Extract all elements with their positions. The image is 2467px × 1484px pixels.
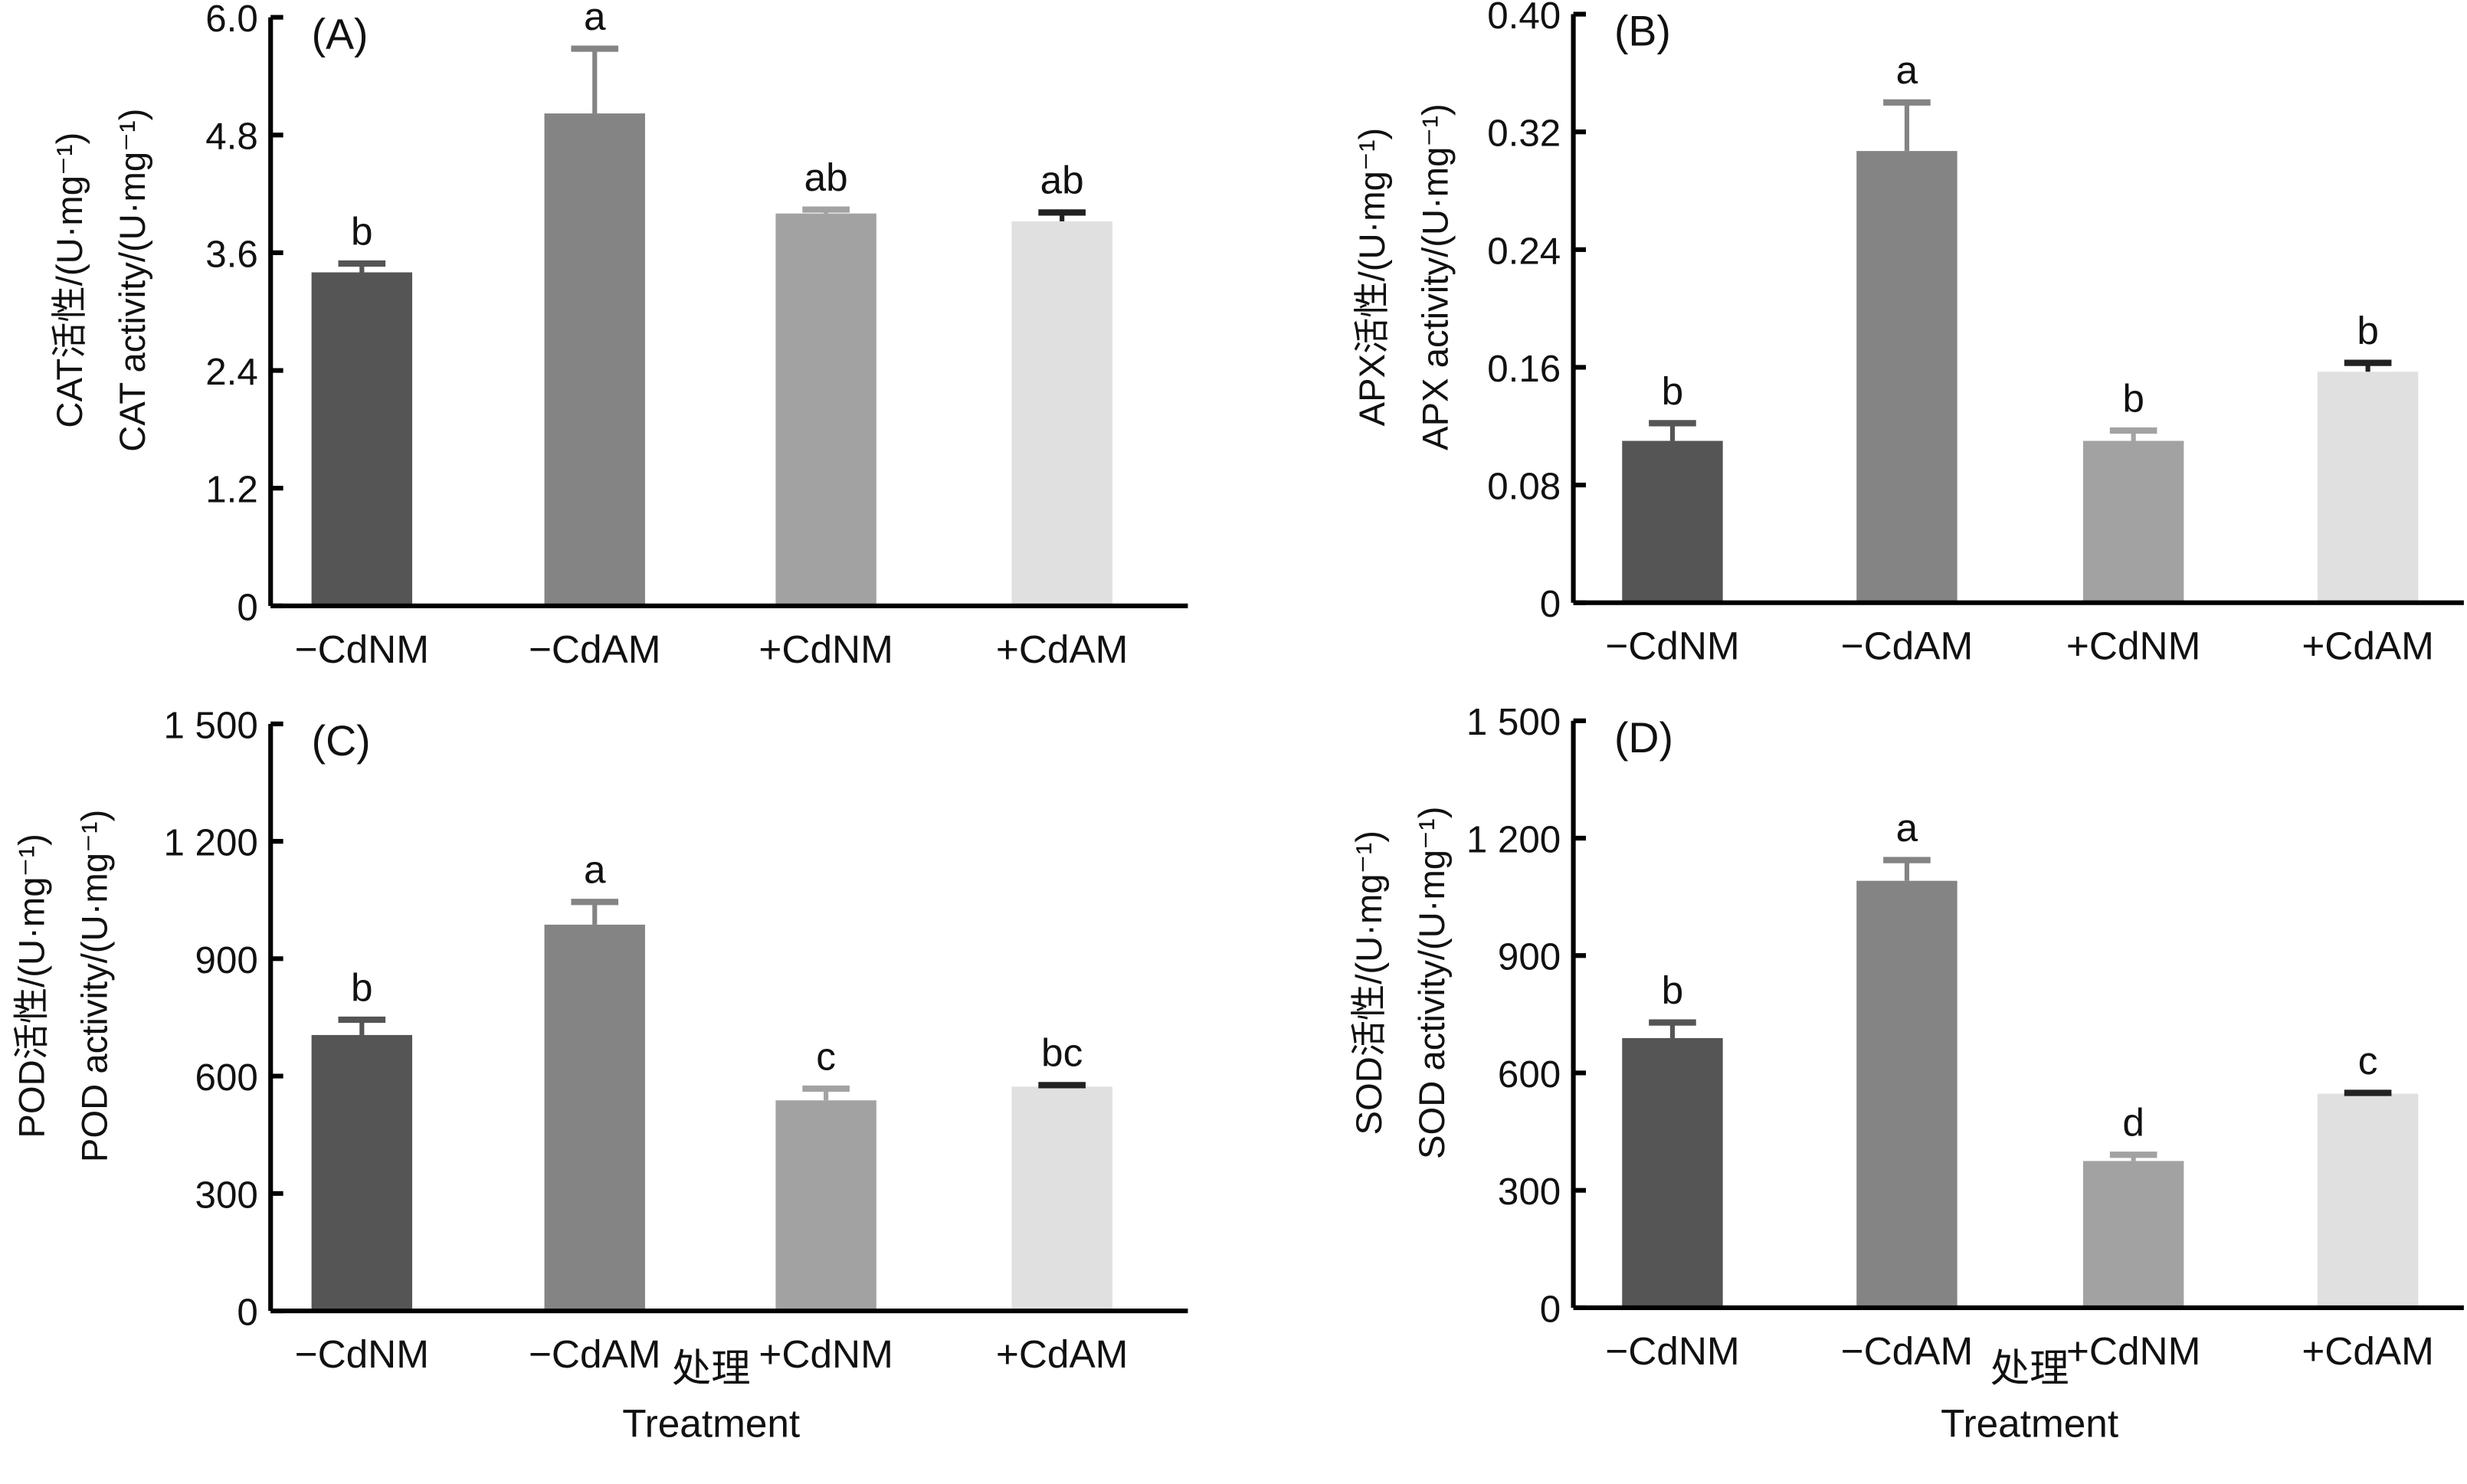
y-tick-label-3: 900 xyxy=(1498,936,1561,978)
bar-2 xyxy=(775,1100,876,1312)
x-tick-label-3: +CdAM xyxy=(2302,624,2434,668)
y-axis-title-en: APX activity/(U·mg⁻¹) xyxy=(1415,103,1456,450)
y-tick-label-2: 600 xyxy=(195,1056,258,1099)
panel-b-apx: b −CdNM a −CdAM b +CdNM b +CdAM 0 0.08 0.16 0.24 0.3… xyxy=(1352,0,2464,668)
bar-2 xyxy=(2082,441,2184,603)
significance-label-1: a xyxy=(584,0,606,38)
y-tick-label-0: 0 xyxy=(237,1292,257,1334)
significance-label-0: b xyxy=(1662,369,1684,413)
y-tick-label-5: 1 500 xyxy=(1466,701,1561,743)
x-axis-title-en-left: Treatment xyxy=(622,1401,800,1445)
significance-label-3: bc xyxy=(1041,1031,1083,1075)
y-tick-label-3: 0.24 xyxy=(1487,230,1561,272)
y-axis-title-en: CAT activity/(U·mg⁻¹) xyxy=(113,109,153,452)
y-tick-label-4: 4.8 xyxy=(205,116,258,158)
y-tick-label-1: 1.2 xyxy=(205,469,258,511)
x-tick-label-2: +CdNM xyxy=(2066,1329,2200,1373)
significance-label-3: c xyxy=(2358,1039,2378,1083)
x-tick-label-1: −CdAM xyxy=(529,1332,661,1376)
x-tick-label-1: −CdAM xyxy=(1841,624,1974,668)
bar-0 xyxy=(1622,1038,1723,1308)
bar-1 xyxy=(1856,880,1958,1308)
y-tick-label-5: 0.40 xyxy=(1487,0,1561,37)
y-tick-label-1: 0.08 xyxy=(1487,466,1561,508)
significance-label-2: ab xyxy=(804,156,848,199)
y-axis-title-en: SOD activity/(U·mg⁻¹) xyxy=(1412,807,1453,1159)
y-tick-label-3: 3.6 xyxy=(205,233,258,275)
bar-3 xyxy=(2317,1093,2419,1308)
significance-label-2: c xyxy=(816,1034,836,1078)
y-tick-label-5: 1 500 xyxy=(163,704,257,746)
y-tick-label-1: 300 xyxy=(195,1174,258,1216)
significance-label-3: b xyxy=(2357,309,2379,352)
bar-0 xyxy=(311,1034,413,1312)
bar-1 xyxy=(1856,151,1958,603)
bar-1 xyxy=(544,113,645,606)
significance-label-2: d xyxy=(2122,1101,2144,1145)
x-axis-title-en-right: Treatment xyxy=(1941,1401,2118,1445)
x-tick-label-0: −CdNM xyxy=(295,1332,429,1376)
x-tick-label-3: +CdAM xyxy=(2302,1329,2434,1373)
panel-label: (C) xyxy=(312,717,371,765)
x-axis-title-cn-right: 处理 xyxy=(1990,1346,2069,1390)
x-tick-label-0: −CdNM xyxy=(295,627,429,671)
significance-label-0: b xyxy=(351,209,373,253)
y-tick-label-0: 0 xyxy=(1540,1288,1561,1330)
significance-label-3: ab xyxy=(1040,159,1084,202)
bar-3 xyxy=(2317,372,2419,603)
bar-3 xyxy=(1011,221,1112,606)
significance-label-1: a xyxy=(1896,48,1918,92)
x-tick-label-2: +CdNM xyxy=(758,627,893,671)
y-axis-title-cn: CAT活性/(U·mg⁻¹) xyxy=(50,133,90,428)
bar-1 xyxy=(544,924,645,1312)
significance-label-2: b xyxy=(2122,376,2144,420)
y-tick-label-3: 900 xyxy=(195,939,258,981)
panel-label: (D) xyxy=(1614,714,1673,762)
y-tick-label-2: 2.4 xyxy=(205,351,258,393)
x-tick-label-2: +CdNM xyxy=(758,1332,893,1376)
y-tick-label-5: 6.0 xyxy=(205,0,258,40)
y-tick-label-2: 0.16 xyxy=(1487,348,1561,390)
x-tick-label-1: −CdAM xyxy=(529,627,661,671)
y-tick-label-4: 1 200 xyxy=(1466,818,1561,860)
y-tick-label-0: 0 xyxy=(1540,583,1561,625)
panel-label: (A) xyxy=(312,11,369,58)
x-tick-label-0: −CdNM xyxy=(1605,1329,1739,1373)
significance-label-0: b xyxy=(351,965,373,1009)
y-tick-label-0: 0 xyxy=(237,586,257,628)
panel-c-pod: b −CdNM a −CdAM c +CdNM bc +CdAM 0 300 600 900 1 200… xyxy=(12,704,1188,1376)
x-tick-label-3: +CdAM xyxy=(996,1332,1129,1376)
bar-0 xyxy=(1622,441,1723,603)
significance-label-1: a xyxy=(1896,806,1918,850)
significance-label-0: b xyxy=(1662,968,1684,1012)
panel-label: (B) xyxy=(1614,8,1671,55)
bar-3 xyxy=(1011,1086,1112,1312)
bar-2 xyxy=(2082,1161,2184,1308)
panel-a-cat: b −CdNM a −CdAM ab +CdNM ab +CdAM 0 1.2 2.4 3.6 4.8 6… xyxy=(50,0,1188,671)
x-tick-label-3: +CdAM xyxy=(996,627,1129,671)
x-axis-title-cn-left: 处理 xyxy=(672,1346,751,1390)
x-tick-label-0: −CdNM xyxy=(1605,624,1739,668)
y-tick-label-2: 600 xyxy=(1498,1053,1561,1096)
y-tick-label-4: 1 200 xyxy=(163,822,257,864)
panel-d-sod: b −CdNM a −CdAM d +CdNM c +CdAM 0 300 600 900 1 200 1… xyxy=(1349,701,2464,1373)
bar-0 xyxy=(311,272,413,606)
y-axis-title-en: POD activity/(U·mg⁻¹) xyxy=(75,810,116,1162)
y-axis-title-cn: SOD活性/(U·mg⁻¹) xyxy=(1349,830,1390,1135)
x-tick-label-2: +CdNM xyxy=(2066,624,2200,668)
y-tick-label-4: 0.32 xyxy=(1487,113,1561,155)
significance-label-1: a xyxy=(584,848,606,892)
y-axis-title-cn: APX活性/(U·mg⁻¹) xyxy=(1352,128,1393,427)
y-tick-label-1: 300 xyxy=(1498,1171,1561,1213)
x-tick-label-1: −CdAM xyxy=(1841,1329,1974,1373)
bar-2 xyxy=(775,213,876,606)
y-axis-title-cn: POD活性/(U·mg⁻¹) xyxy=(12,834,53,1138)
